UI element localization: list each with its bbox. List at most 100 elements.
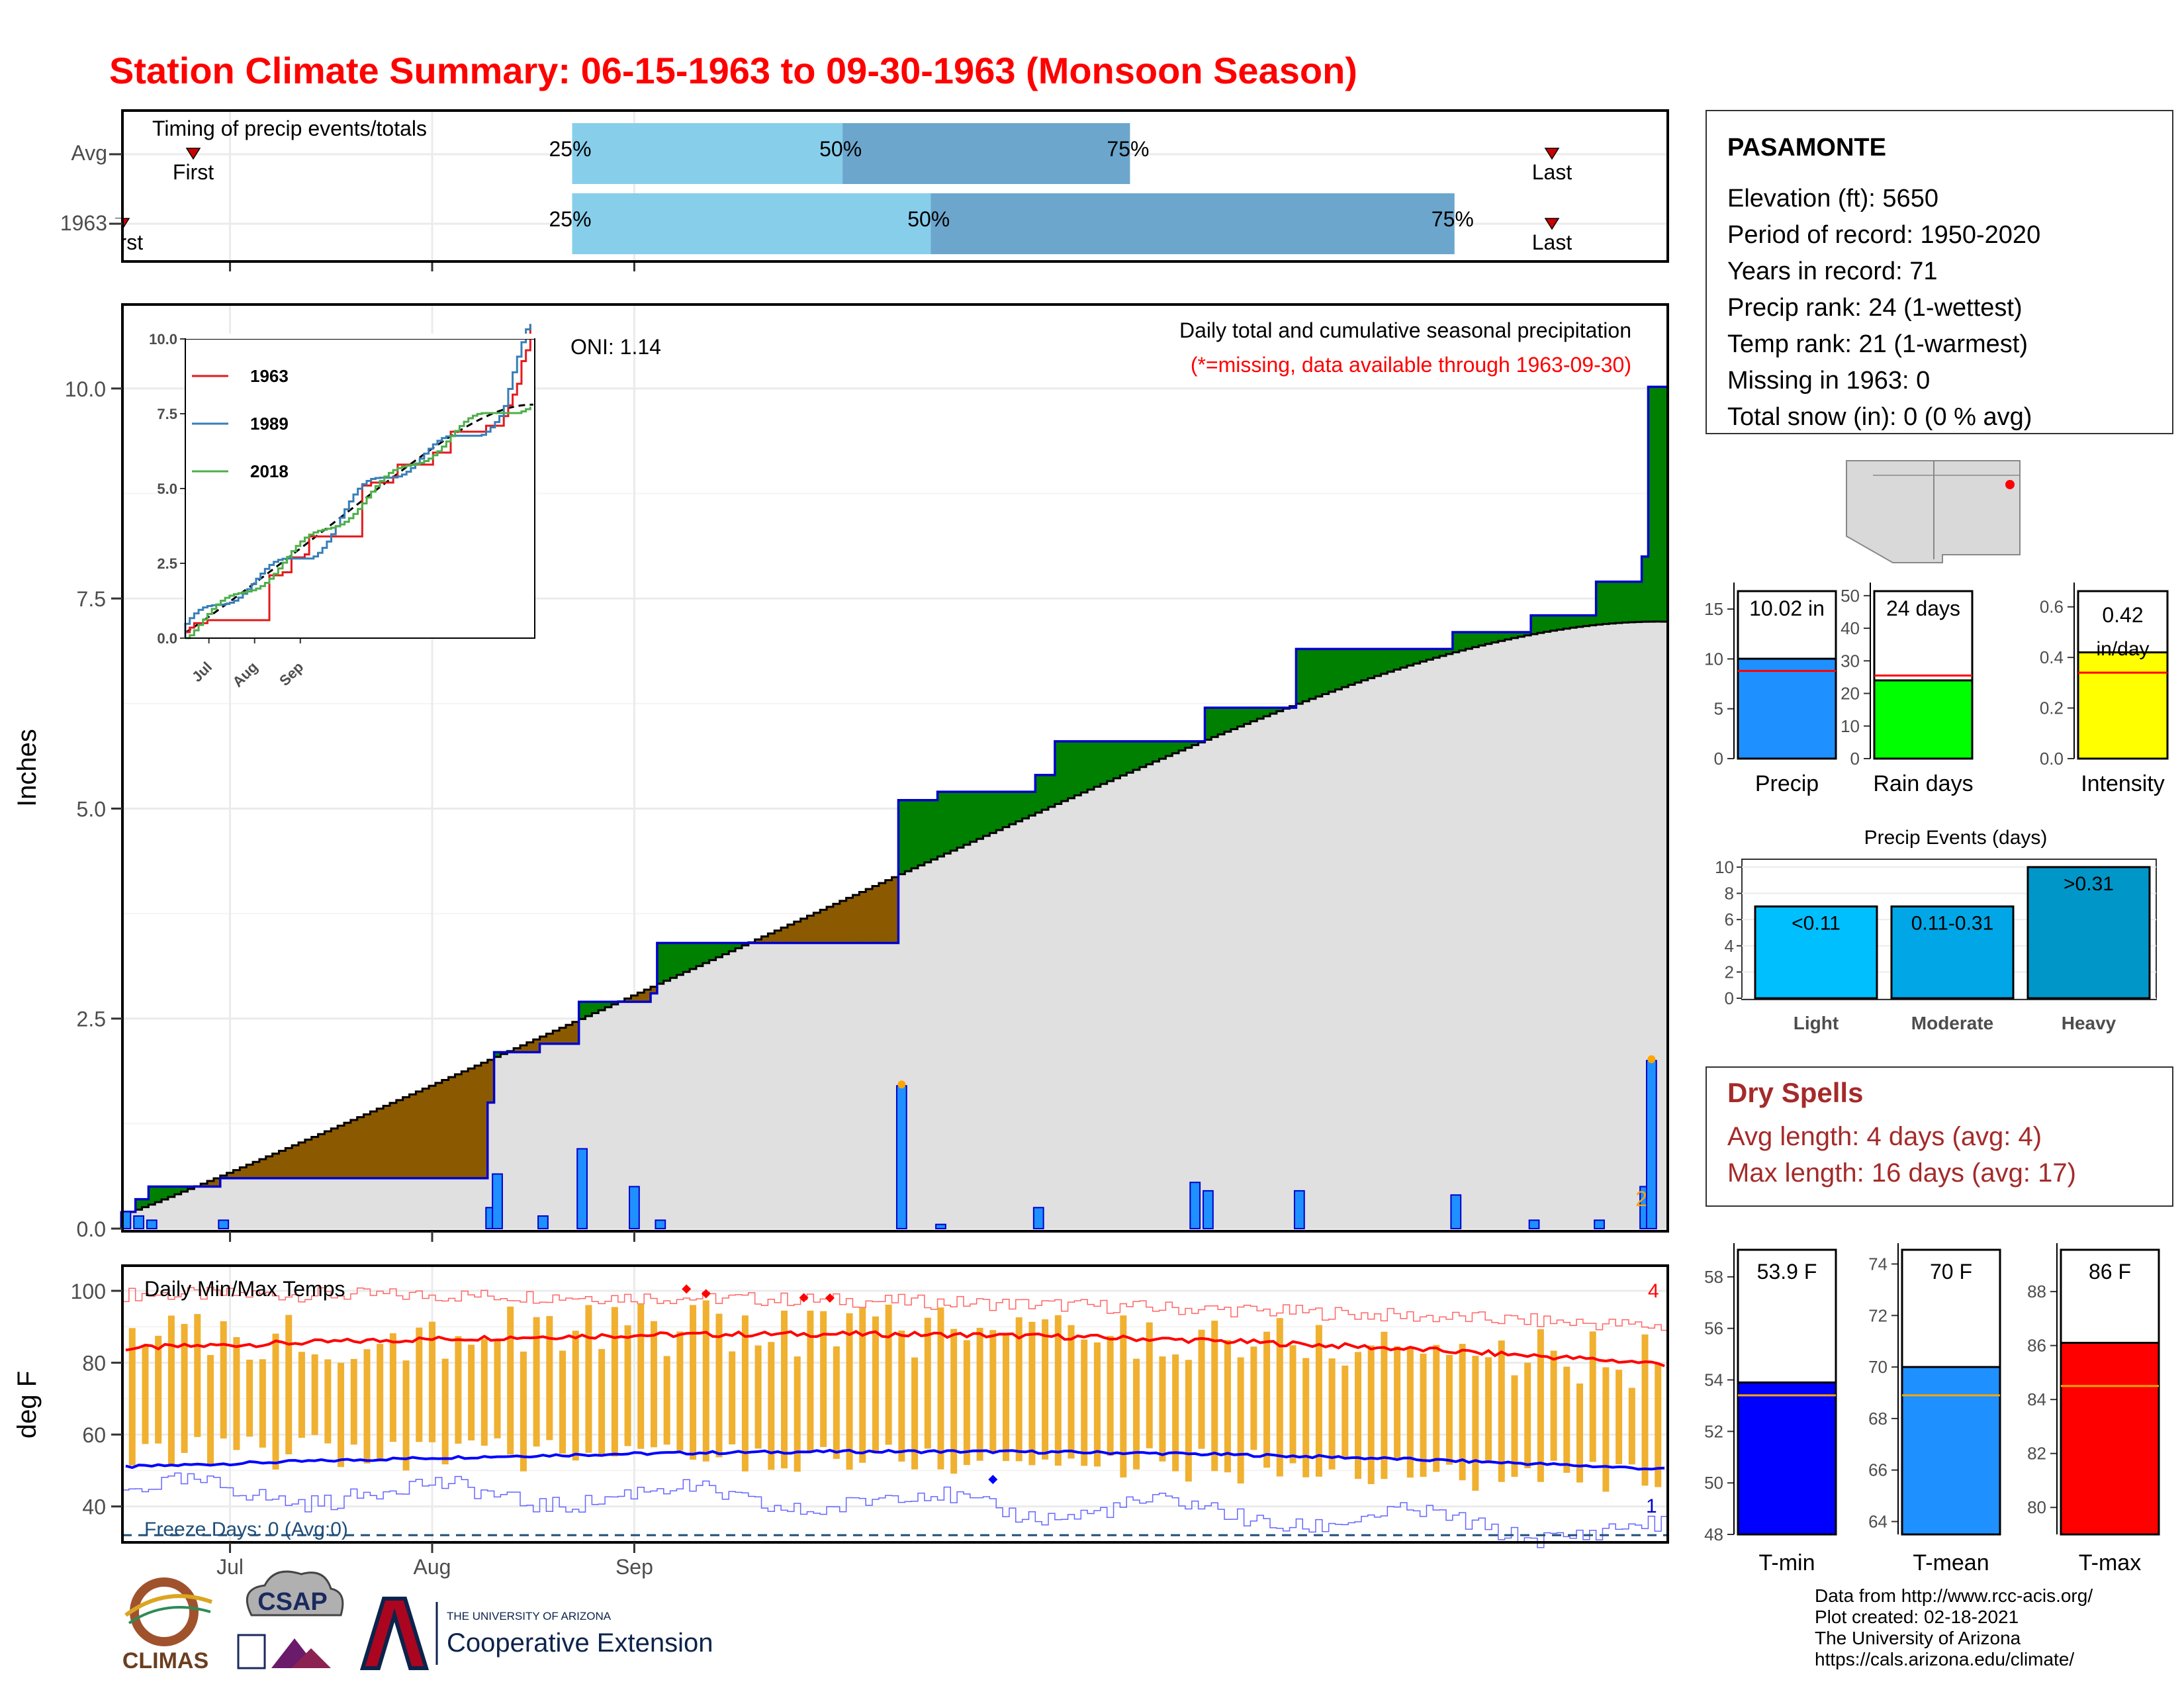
departure-fill xyxy=(761,936,768,943)
departure-fill xyxy=(592,1002,599,1013)
daily-temp-bar xyxy=(690,1305,697,1460)
departure-fill xyxy=(827,906,834,943)
daily-precip-bar xyxy=(492,1173,503,1229)
departure-fill xyxy=(1087,741,1095,790)
daily-temp-bar xyxy=(650,1321,657,1448)
departure-fill xyxy=(1615,581,1623,624)
departure-fill xyxy=(1381,649,1388,674)
daily-precip-bar xyxy=(1450,1194,1462,1229)
departure-fill xyxy=(246,1164,253,1178)
daily-temp-bar xyxy=(820,1311,827,1447)
departure-fill xyxy=(435,1082,443,1178)
departure-fill xyxy=(240,1167,247,1178)
credit-line-4: https://cals.arizona.edu/climate/ xyxy=(1815,1649,2074,1669)
credit-line-1: Data from http://www.rcc-acis.org/ xyxy=(1815,1585,2093,1606)
departure-fill xyxy=(475,1065,482,1178)
departure-fill xyxy=(298,1142,306,1178)
daily-temp-bar xyxy=(1120,1315,1127,1477)
temp-bar-value-label: 53.9 F xyxy=(1757,1260,1817,1284)
summary-bar xyxy=(2077,651,2169,760)
daily-temp-bar xyxy=(1355,1352,1362,1479)
departure-fill xyxy=(343,1123,351,1178)
departure-fill xyxy=(370,1111,377,1178)
departure-fill xyxy=(690,943,697,969)
temp-bar-y-tick-label: 66 xyxy=(1868,1460,1888,1480)
daily-temp-bar xyxy=(1641,1334,1649,1486)
daily-temp-bar xyxy=(1107,1336,1114,1456)
departure-fill xyxy=(1472,632,1479,647)
departure-fill xyxy=(598,1002,606,1011)
departure-fill xyxy=(944,792,951,854)
daily-temp-bar xyxy=(220,1321,227,1439)
summary-bar xyxy=(1737,657,1837,760)
departure-fill xyxy=(891,877,899,943)
summary-value-unit: in/day xyxy=(2096,638,2149,660)
events-y-tick-label: 0 xyxy=(1725,988,1734,1008)
timing-q25-label: 25% xyxy=(549,207,591,231)
daily-temp-bar xyxy=(311,1354,318,1435)
temp-bar-value-label: 86 F xyxy=(2089,1260,2131,1284)
daily-precip-bar xyxy=(895,1085,907,1229)
daily-temp-bar xyxy=(976,1327,983,1461)
credit-line-2: Plot created: 02-18-2021 xyxy=(1815,1607,2019,1627)
station-name: PASAMONTE xyxy=(1727,134,1886,162)
departure-fill xyxy=(676,943,684,975)
departure-fill xyxy=(1641,556,1649,622)
summary-bar-label: Intensity xyxy=(2081,771,2165,796)
daily-temp-bar xyxy=(1250,1346,1257,1450)
departure-fill xyxy=(1394,649,1401,670)
departure-fill xyxy=(422,1088,430,1178)
daily-temp-bar xyxy=(989,1330,997,1452)
credits: Data from http://www.rcc-acis.org/ Plot … xyxy=(1815,1585,2093,1669)
departure-fill xyxy=(1413,649,1421,664)
temp-summary-bars: 48 50 52 54 56 58 53.9 F T-min 64 66 68 70 72 74 70 F T… xyxy=(1704,1243,2160,1575)
departure-fill xyxy=(1655,387,1662,622)
departure-fill xyxy=(396,1100,404,1178)
departure-fill xyxy=(1511,632,1518,638)
inset-series-line xyxy=(184,324,531,638)
departure-fill xyxy=(213,1178,221,1187)
daily-temp-bar xyxy=(1615,1370,1623,1464)
departure-fill xyxy=(1035,774,1042,813)
temp-bar-y-tick-label: 64 xyxy=(1868,1512,1888,1532)
first-label: First xyxy=(173,160,214,184)
events-y-tick-label: 6 xyxy=(1725,910,1734,929)
departure-fill xyxy=(1296,649,1303,704)
departure-fill xyxy=(559,1027,567,1044)
daily-temp-bar xyxy=(559,1350,567,1454)
departure-fill xyxy=(1309,649,1316,699)
daily-temp-bar xyxy=(155,1335,162,1444)
temp-bar-y-tick-label: 58 xyxy=(1704,1267,1723,1287)
timing-q75-label: 75% xyxy=(1107,137,1149,161)
daily-temp-bar xyxy=(1068,1325,1075,1459)
summary-y-tick-label: 10 xyxy=(1841,716,1860,736)
daily-precip-bar xyxy=(218,1219,230,1229)
departure-fill xyxy=(572,1021,580,1044)
departure-fill xyxy=(292,1145,299,1178)
departure-fill xyxy=(1315,649,1323,697)
departure-fill xyxy=(1602,581,1610,624)
daily-temp-bar xyxy=(468,1344,475,1441)
dry-spells-max: Max length: 16 days (avg: 17) xyxy=(1727,1158,2076,1188)
daily-temp-bar xyxy=(1589,1331,1596,1462)
daily-temp-bar xyxy=(1133,1358,1140,1470)
station-info-line: Precip rank: 24 (1-wettest) xyxy=(1727,294,2023,322)
departure-fill xyxy=(1348,649,1355,685)
departure-fill xyxy=(207,1181,214,1187)
daily-temp-bar xyxy=(142,1345,149,1444)
temp-bar-y-tick-label: 70 xyxy=(1868,1357,1888,1377)
departure-fill xyxy=(1518,632,1525,637)
departure-fill xyxy=(696,943,704,966)
daily-temp-bar xyxy=(663,1356,670,1445)
summary-y-tick-label: 50 xyxy=(1841,586,1860,606)
departure-fill xyxy=(735,943,743,949)
record-high-marker-icon xyxy=(825,1293,835,1303)
departure-fill xyxy=(1426,649,1433,660)
daily-temp-bar xyxy=(885,1304,892,1445)
summary-y-tick-label: 10 xyxy=(1704,649,1723,669)
timing-q50-label: 50% xyxy=(907,207,950,231)
avg-cumulative-line xyxy=(122,620,1668,1215)
daily-temp-bar xyxy=(1159,1356,1166,1462)
csap-logo-text: CSAP xyxy=(257,1588,328,1616)
daily-temp-bar xyxy=(598,1348,606,1454)
